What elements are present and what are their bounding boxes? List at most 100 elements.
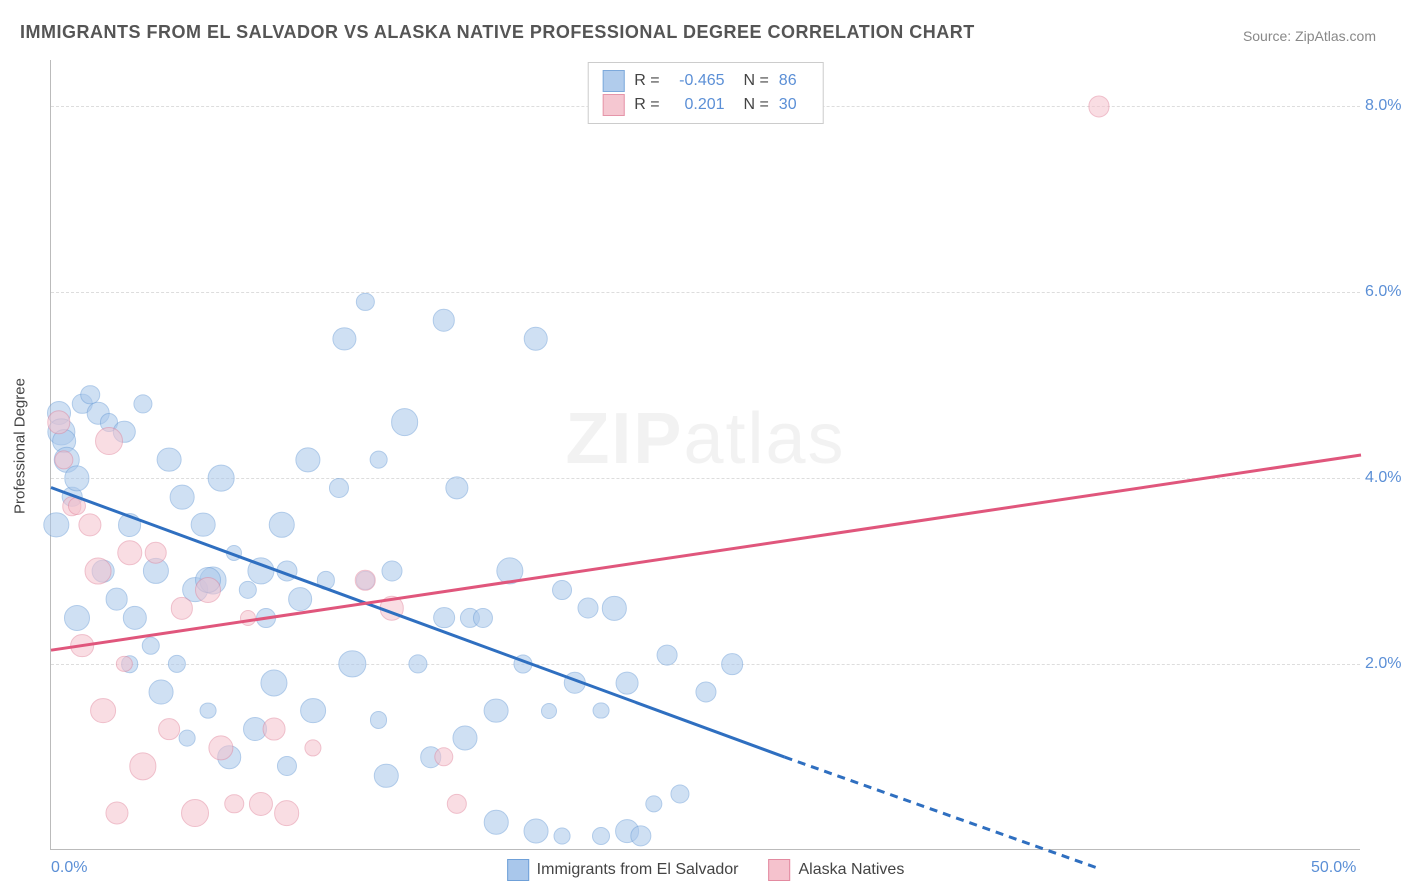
data-point (295, 447, 320, 472)
data-point (225, 794, 244, 813)
legend-swatch-series-1 (602, 70, 624, 92)
legend-n-value-1: 86 (779, 69, 809, 93)
legend-r-value-1: -0.465 (670, 69, 725, 93)
data-point (133, 394, 152, 413)
data-point (85, 558, 112, 585)
data-point (513, 655, 532, 674)
data-point (226, 545, 242, 561)
gridline (51, 478, 1360, 479)
data-point (274, 800, 300, 826)
data-point (79, 513, 102, 536)
data-point (356, 292, 374, 310)
data-point (44, 512, 69, 537)
data-point (117, 540, 142, 565)
data-point (523, 327, 548, 352)
x-tick-label: 0.0% (51, 859, 87, 877)
data-point (64, 605, 90, 631)
data-point (168, 655, 186, 673)
data-point (452, 726, 477, 751)
data-point (484, 698, 509, 723)
legend-r-label-2: R = (634, 93, 659, 117)
data-point (578, 598, 599, 619)
data-point (317, 571, 335, 589)
data-point (195, 577, 221, 603)
watermark: ZIPatlas (565, 398, 845, 480)
data-point (277, 756, 297, 776)
source-attribution: Source: ZipAtlas.com (1243, 28, 1376, 44)
data-point (553, 828, 570, 845)
data-point (645, 795, 662, 812)
watermark-zip: ZIP (565, 399, 683, 479)
y-tick-label: 8.0% (1365, 97, 1406, 115)
data-point (433, 607, 455, 629)
data-point (602, 596, 626, 620)
y-tick-label: 4.0% (1365, 469, 1406, 487)
data-point (141, 636, 159, 654)
trend-line (51, 488, 785, 758)
data-point (170, 484, 195, 509)
data-point (68, 497, 86, 515)
data-point (391, 409, 419, 437)
chart-container: IMMIGRANTS FROM EL SALVADOR VS ALASKA NA… (0, 0, 1406, 892)
data-point (145, 541, 168, 564)
data-point (339, 650, 366, 677)
data-point (149, 680, 174, 705)
data-point (181, 799, 209, 827)
data-point (447, 793, 467, 813)
data-point (329, 477, 349, 497)
data-point (355, 570, 376, 591)
source-label: Source: (1243, 28, 1295, 44)
correlation-legend: R = -0.465 N = 86 R = 0.201 N = 30 (587, 62, 824, 124)
data-point (256, 608, 276, 628)
data-point (370, 711, 388, 729)
legend-r-value-2: 0.201 (670, 93, 725, 117)
data-point (484, 810, 509, 835)
data-point (129, 753, 156, 780)
data-point (65, 466, 90, 491)
legend-n-label-2: N = (735, 93, 769, 117)
data-point (496, 558, 523, 585)
data-point (369, 450, 388, 469)
data-point (379, 596, 403, 620)
gridline (51, 292, 1360, 293)
legend-swatch-series-2 (602, 94, 624, 116)
series-legend: Immigrants from El Salvador Alaska Nativ… (507, 859, 905, 881)
legend-item-2: Alaska Natives (769, 859, 905, 881)
plot-area: ZIPatlas R = -0.465 N = 86 R = 0.201 N =… (50, 60, 1360, 850)
legend-swatch-2 (769, 859, 791, 881)
data-point (374, 763, 398, 787)
data-point (105, 801, 128, 824)
data-point (268, 511, 295, 538)
legend-row-series-1: R = -0.465 N = 86 (602, 69, 809, 93)
data-point (616, 671, 639, 694)
data-point (95, 427, 123, 455)
data-point (118, 513, 142, 537)
data-point (630, 825, 651, 846)
data-point (191, 512, 216, 537)
x-tick-label: 50.0% (1311, 859, 1356, 877)
data-point (260, 669, 287, 696)
legend-row-series-2: R = 0.201 N = 30 (602, 93, 809, 117)
data-point (670, 785, 689, 804)
data-point (552, 580, 572, 600)
data-point (208, 465, 235, 492)
y-tick-label: 2.0% (1365, 655, 1406, 673)
data-point (445, 476, 468, 499)
data-point (105, 588, 128, 611)
legend-n-value-2: 30 (779, 93, 809, 117)
data-point (721, 653, 743, 675)
data-point (564, 671, 586, 693)
data-point (381, 561, 402, 582)
legend-swatch-1 (507, 859, 529, 881)
legend-item-1: Immigrants from El Salvador (507, 859, 739, 881)
data-point (240, 610, 256, 626)
watermark-atlas: atlas (683, 399, 845, 479)
data-point (333, 327, 356, 350)
legend-r-label-1: R = (634, 69, 659, 93)
data-point (200, 702, 217, 719)
data-point (695, 681, 716, 702)
data-point (433, 309, 455, 331)
data-point (158, 718, 180, 740)
data-point (123, 605, 147, 629)
data-point (276, 561, 297, 582)
